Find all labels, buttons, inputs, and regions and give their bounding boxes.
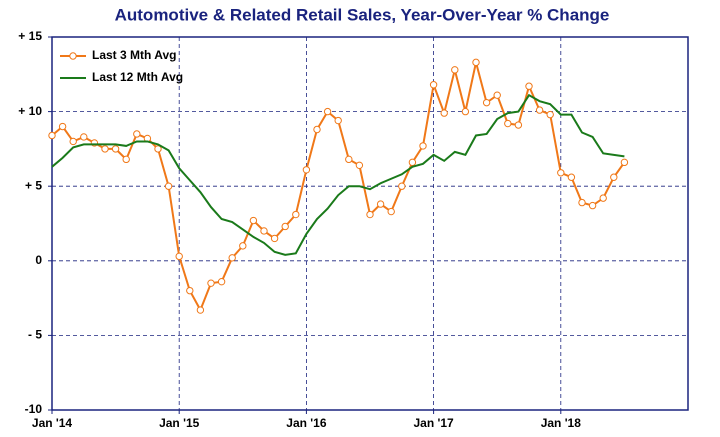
point xyxy=(440,109,448,117)
y-tick-label: + 10 xyxy=(18,104,42,118)
point xyxy=(217,277,226,286)
point xyxy=(69,137,77,146)
point xyxy=(610,173,618,181)
point xyxy=(493,91,501,99)
point xyxy=(292,210,300,219)
point xyxy=(122,155,130,164)
legend-marker xyxy=(69,52,77,60)
legend-label: Last 3 Mth Avg xyxy=(92,48,176,62)
series-line xyxy=(51,93,625,256)
point xyxy=(376,200,385,208)
point xyxy=(164,182,173,190)
point xyxy=(154,145,162,153)
point xyxy=(186,286,194,295)
point xyxy=(111,145,120,153)
point xyxy=(599,194,607,202)
point xyxy=(207,279,215,287)
point xyxy=(249,216,258,225)
point xyxy=(535,106,544,114)
chart-title: Automotive & Related Retail Sales, Year-… xyxy=(115,5,610,24)
point xyxy=(366,210,374,219)
point xyxy=(101,145,109,153)
point xyxy=(80,133,88,141)
point xyxy=(345,155,353,164)
y-tick-label: -10 xyxy=(25,402,43,416)
point xyxy=(514,121,523,129)
y-tick-label: - 5 xyxy=(28,328,42,342)
point xyxy=(302,166,311,174)
point xyxy=(482,98,491,107)
y-tick-label: 0 xyxy=(35,253,42,267)
point xyxy=(313,125,321,134)
point xyxy=(578,198,586,207)
point xyxy=(472,58,480,67)
point xyxy=(567,173,576,181)
point xyxy=(196,306,205,314)
point xyxy=(588,201,597,210)
point xyxy=(546,110,554,119)
point xyxy=(133,130,141,138)
y-tick-label: + 5 xyxy=(25,178,42,192)
point xyxy=(281,222,289,231)
point xyxy=(260,227,268,235)
point xyxy=(239,242,247,250)
point xyxy=(620,158,629,167)
legend-label: Last 12 Mth Avg xyxy=(92,70,183,84)
x-tick-label: Jan '16 xyxy=(286,416,327,430)
point xyxy=(557,169,565,177)
point xyxy=(48,131,56,140)
point xyxy=(408,158,417,167)
point xyxy=(429,81,438,89)
x-tick-label: Jan '18 xyxy=(541,416,582,430)
point xyxy=(398,182,406,190)
x-tick-label: Jan '14 xyxy=(32,416,73,430)
point xyxy=(387,207,395,216)
point xyxy=(461,107,470,116)
point xyxy=(58,122,67,131)
point xyxy=(175,252,183,261)
point xyxy=(334,116,342,125)
x-tick-label: Jan '17 xyxy=(413,416,454,430)
point xyxy=(228,254,236,262)
point xyxy=(451,66,459,74)
x-tick-label: Jan '15 xyxy=(159,416,200,430)
point xyxy=(504,119,512,128)
plot-area xyxy=(51,36,689,411)
y-tick-label: + 15 xyxy=(18,29,42,43)
point xyxy=(270,234,279,243)
point xyxy=(525,82,533,90)
point xyxy=(355,161,364,170)
point xyxy=(323,107,332,116)
point xyxy=(419,142,427,150)
